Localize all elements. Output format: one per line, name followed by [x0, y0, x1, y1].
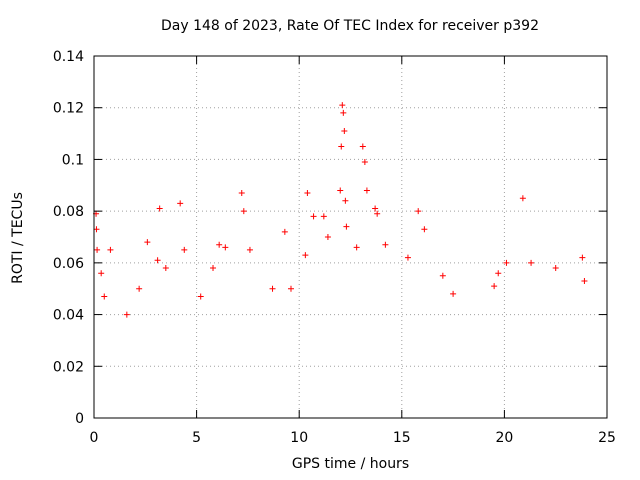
plot-frame — [93, 55, 608, 419]
y-tick-label: 0.04 — [53, 308, 84, 324]
data-point — [324, 234, 331, 240]
data-point — [181, 246, 188, 253]
data-points — [93, 102, 588, 318]
data-point — [281, 228, 288, 235]
data-point — [246, 246, 253, 253]
chart-title: Day 148 of 2023, Rate Of TEC Index for r… — [161, 18, 539, 34]
data-point — [340, 109, 347, 116]
x-tick-label: 0 — [90, 430, 99, 446]
data-point — [552, 265, 559, 272]
data-point — [359, 143, 366, 150]
data-point — [363, 187, 370, 194]
x-tick-label: 10 — [290, 430, 308, 446]
y-axis-label: ROTI / TECUs — [10, 192, 26, 284]
data-point — [382, 241, 389, 248]
data-point — [374, 210, 381, 217]
data-point — [156, 205, 163, 212]
data-point — [495, 270, 502, 277]
axis-ticks: 0 5 10 15 20 25 0 0.02 0.04 0.06 0.08 0.1 0.12 0.14 — [53, 49, 616, 446]
data-point — [579, 254, 586, 261]
x-tick-label: 20 — [495, 430, 513, 446]
data-point — [269, 285, 276, 292]
data-point — [343, 223, 350, 230]
data-point — [216, 241, 223, 248]
data-point — [342, 197, 349, 204]
data-point — [415, 208, 422, 215]
data-point — [101, 293, 108, 300]
x-tick-label: 5 — [192, 430, 201, 446]
data-point — [177, 200, 184, 207]
data-point — [94, 246, 101, 253]
data-point — [581, 277, 588, 284]
data-point — [162, 265, 169, 272]
data-point — [338, 143, 345, 150]
data-point — [421, 226, 428, 233]
x-axis-label: GPS time / hours — [291, 456, 410, 472]
y-tick-label: 0.02 — [53, 359, 84, 375]
x-tick-label: 25 — [598, 430, 616, 446]
data-point — [353, 244, 360, 251]
data-point — [144, 239, 151, 246]
data-point — [123, 311, 130, 318]
data-point — [528, 259, 535, 266]
data-point — [404, 254, 411, 261]
data-point — [519, 195, 526, 202]
y-tick-label: 0.08 — [53, 204, 84, 220]
data-point — [337, 187, 344, 194]
data-point — [240, 208, 247, 215]
data-point — [287, 285, 294, 292]
data-point — [372, 205, 379, 212]
x-tick-label: 15 — [393, 430, 411, 446]
data-point — [210, 265, 217, 272]
grid-lines — [94, 56, 607, 418]
y-tick-label: 0 — [75, 411, 84, 427]
data-point — [197, 293, 204, 300]
data-point — [320, 213, 327, 220]
data-point — [361, 159, 368, 166]
data-point — [222, 244, 229, 251]
data-point — [98, 270, 105, 277]
data-point — [136, 285, 143, 292]
data-point — [491, 283, 498, 290]
data-point — [439, 272, 446, 279]
y-tick-label: 0.1 — [62, 152, 84, 168]
data-point — [302, 252, 309, 259]
data-point — [304, 190, 311, 197]
data-point — [107, 246, 114, 253]
y-tick-label: 0.12 — [53, 101, 84, 117]
data-point — [341, 127, 348, 134]
y-tick-label: 0.14 — [53, 49, 84, 65]
data-point — [450, 290, 457, 297]
data-point — [238, 190, 245, 197]
data-point — [339, 102, 346, 109]
data-point — [154, 257, 161, 264]
data-point — [310, 213, 317, 220]
y-tick-label: 0.06 — [53, 256, 84, 272]
data-point — [503, 259, 510, 266]
